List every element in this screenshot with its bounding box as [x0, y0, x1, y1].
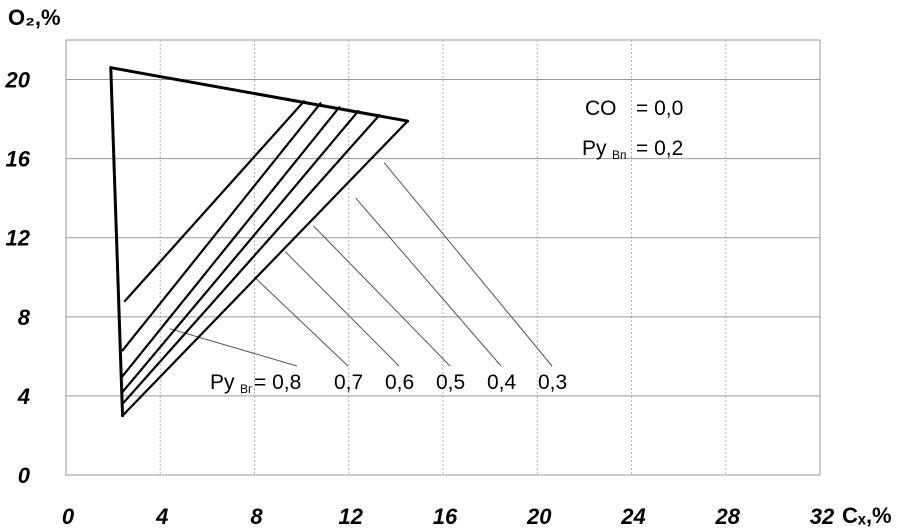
ruvg-value-0-4: 0,4 — [487, 371, 517, 394]
ruvp-value: = 0,2 — [636, 137, 683, 160]
x-tick-label: 0 — [62, 504, 75, 529]
tick-labels: 0 4 8 12 16 20 24 28 32 0 4 8 12 16 20 — [5, 68, 835, 529]
ruvg-value-0-6: 0,6 — [385, 371, 414, 394]
x-tick-label: 24 — [620, 504, 645, 529]
series-lines — [121, 100, 409, 417]
ruvg-value-0-7: 0,7 — [334, 371, 363, 394]
y-axis-title: O₂,% — [8, 5, 61, 30]
leader-line — [383, 162, 553, 367]
series-line — [121, 114, 381, 405]
outline-left — [109, 66, 125, 418]
y-tick-label: 8 — [18, 305, 31, 330]
outline-upper — [109, 66, 410, 123]
leader-lines — [169, 162, 553, 367]
leader-line — [313, 225, 451, 367]
ruvp-label: Ру — [582, 137, 607, 160]
x-tick-label: 8 — [250, 504, 263, 529]
x-tick-label: 20 — [526, 504, 552, 529]
y-tick-label: 20 — [5, 68, 31, 93]
series-line — [121, 110, 360, 394]
triangle-outline — [109, 66, 410, 418]
leader-line — [254, 276, 349, 367]
series-line — [121, 119, 409, 417]
ruvg-subscript: Вг — [240, 382, 253, 396]
y-tick-label: 16 — [6, 147, 31, 172]
series-line — [123, 100, 306, 303]
grid — [65, 39, 821, 476]
ruvg-value-0-8: = 0,8 — [254, 371, 301, 394]
leader-line — [355, 197, 502, 367]
y-tick-label: 0 — [18, 463, 31, 488]
ruvg-value-0-3: 0,3 — [538, 371, 567, 394]
y-tick-label: 12 — [6, 226, 31, 251]
ruvg-value-0-5: 0,5 — [436, 371, 465, 394]
x-tick-label: 12 — [339, 504, 364, 529]
y-tick-label: 4 — [17, 384, 30, 409]
x-tick-label: 28 — [715, 504, 741, 529]
leader-line — [284, 251, 400, 367]
series-line — [121, 102, 322, 352]
leader-line — [169, 328, 298, 367]
x-tick-label: 4 — [155, 504, 168, 529]
x-tick-label: 32 — [810, 504, 835, 529]
series-line — [121, 106, 341, 378]
co-label: CO — [585, 97, 617, 120]
x-tick-label: 16 — [433, 504, 458, 529]
ruvp-subscript: Вп — [612, 148, 627, 162]
ruvg-label: Ру — [210, 371, 235, 394]
co-value: = 0,0 — [636, 97, 683, 120]
x-axis-title: Cₓ,% — [842, 503, 892, 528]
